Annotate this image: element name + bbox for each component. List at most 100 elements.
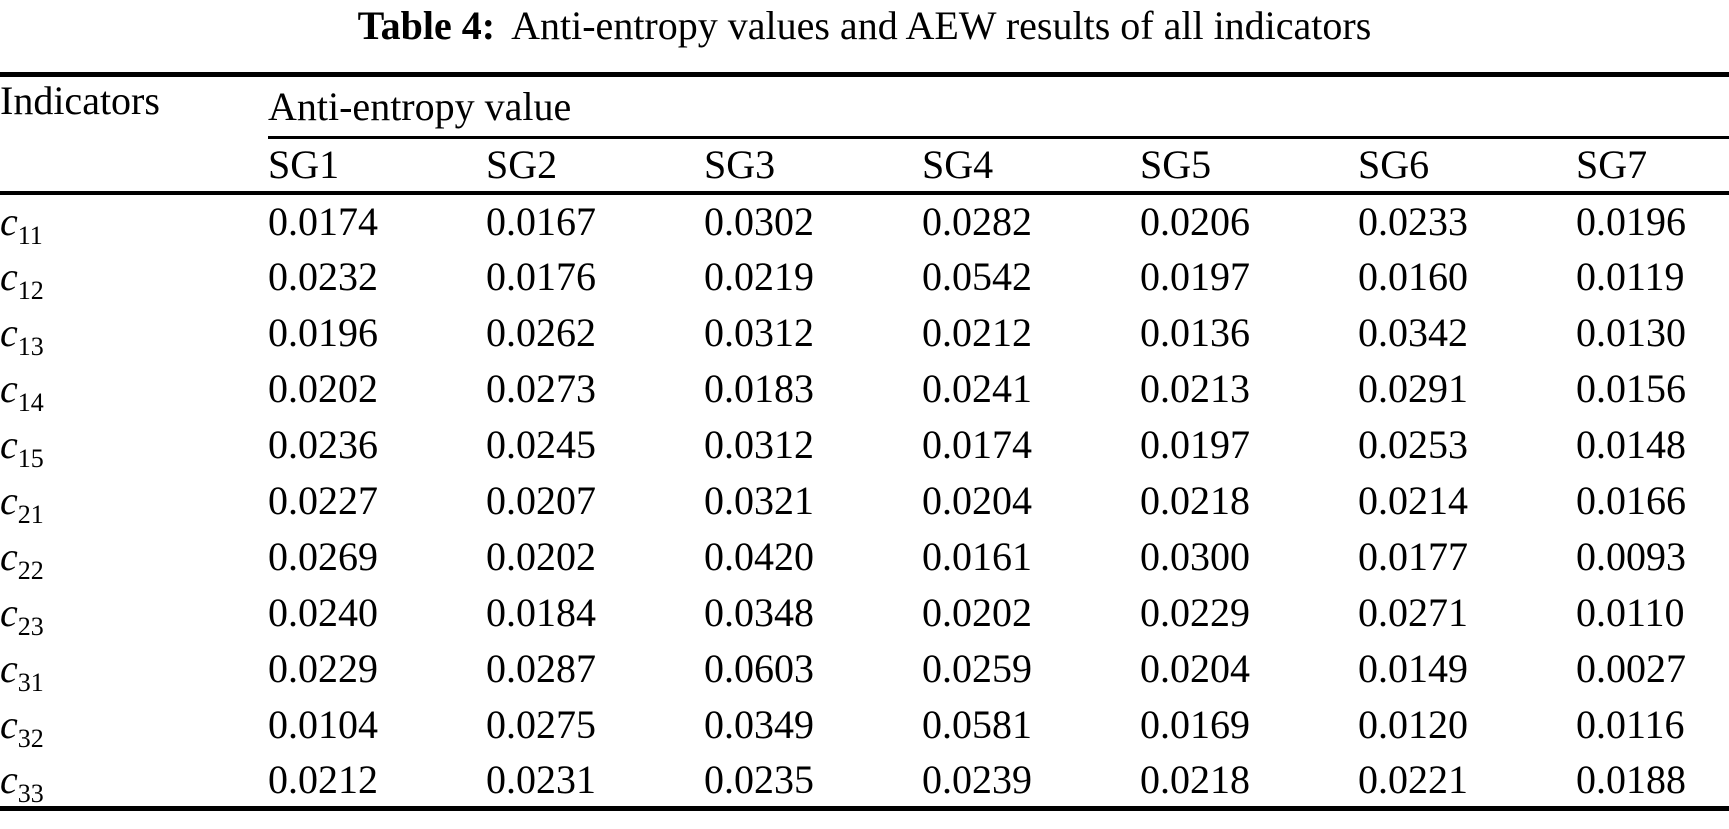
column-header-sg4: SG4 [922,137,1140,195]
value-cell: 0.0287 [486,646,596,691]
table-row: c12 0.0232 0.0176 0.0219 0.0542 0.0197 0… [0,249,1729,305]
value-cell: 0.0177 [1358,534,1468,579]
value-cell: 0.0269 [268,534,378,579]
value-cell: 0.0321 [704,478,814,523]
row-label-base: c [0,702,18,747]
value-cell: 0.0027 [1576,646,1686,691]
column-header-sg1: SG1 [268,137,486,195]
row-label-subscript: 11 [17,221,43,249]
row-label-subscript: 22 [17,556,44,585]
value-cell: 0.0169 [1140,702,1250,747]
value-cell: 0.0183 [704,366,814,411]
table-row: c22 0.0269 0.0202 0.0420 0.0161 0.0300 0… [0,529,1729,585]
value-cell: 0.0188 [1576,756,1686,802]
row-label-base: c [0,422,18,467]
table-row: c32 0.0104 0.0275 0.0349 0.0581 0.0169 0… [0,697,1729,753]
row-label: c12 [0,249,268,305]
value-cell: 0.0202 [486,534,596,579]
value-cell: 0.0420 [704,534,814,579]
value-cell: 0.0236 [268,422,378,467]
value-cell: 0.0253 [1358,422,1468,467]
value-cell: 0.0136 [1140,310,1250,355]
value-cell: 0.0204 [1140,646,1250,691]
value-cell: 0.0196 [268,310,378,355]
anti-entropy-table: Indicators Anti-entropy value SG1 SG2 SG… [0,72,1729,811]
value-cell: 0.0300 [1140,534,1250,579]
value-cell: 0.0241 [922,366,1032,411]
value-cell: 0.0348 [704,590,814,635]
row-label-base: c [0,534,18,579]
value-cell: 0.0282 [922,199,1032,244]
table-row: c14 0.0202 0.0273 0.0183 0.0241 0.0213 0… [0,361,1729,417]
value-cell: 0.0166 [1576,478,1686,523]
table-caption-label: Table 4: [357,3,496,48]
value-cell: 0.0196 [1576,199,1686,244]
row-label: c31 [0,641,268,697]
value-cell: 0.0207 [486,478,596,523]
column-header-sg5: SG5 [1140,137,1358,195]
row-label: c13 [0,305,268,361]
value-cell: 0.0302 [704,199,814,244]
table-body: c11 0.0174 0.0167 0.0302 0.0282 0.0206 0… [0,193,1729,809]
value-cell: 0.0229 [1140,590,1250,635]
row-label-subscript: 15 [17,444,44,473]
row-label-subscript: 23 [17,612,44,641]
value-cell: 0.0213 [1140,366,1250,411]
value-cell: 0.0218 [1140,478,1250,523]
value-cell: 0.0174 [922,422,1032,467]
table-row: c15 0.0236 0.0245 0.0312 0.0174 0.0197 0… [0,417,1729,473]
value-cell: 0.0093 [1576,534,1686,579]
value-cell: 0.0167 [486,199,596,244]
value-cell: 0.0219 [704,254,814,299]
value-cell: 0.0214 [1358,478,1468,523]
value-cell: 0.0542 [922,254,1032,299]
value-cell: 0.0176 [486,254,596,299]
value-cell: 0.0130 [1576,310,1686,355]
value-cell: 0.0273 [486,366,596,411]
value-cell: 0.0148 [1576,422,1686,467]
value-cell: 0.0291 [1358,366,1468,411]
value-cell: 0.0240 [268,590,378,635]
value-cell: 0.0233 [1358,199,1468,244]
value-cell: 0.0232 [268,254,378,299]
row-label: c23 [0,585,268,641]
value-cell: 0.0221 [1358,756,1468,802]
row-label-base: c [0,756,18,802]
row-label: c11 [0,193,268,249]
value-cell: 0.0239 [922,756,1032,802]
value-cell: 0.0342 [1358,310,1468,355]
table-row: c23 0.0240 0.0184 0.0348 0.0202 0.0229 0… [0,585,1729,641]
value-cell: 0.0212 [268,756,378,802]
row-label: c14 [0,361,268,417]
value-cell: 0.0110 [1576,590,1685,635]
row-label: c33 [0,753,268,809]
value-cell: 0.0184 [486,590,596,635]
row-label-subscript: 21 [17,500,44,529]
row-label-base: c [0,646,18,691]
value-cell: 0.0229 [268,646,378,691]
column-header-row: SG1 SG2 SG3 SG4 SG5 SG6 SG7 [0,137,1729,195]
table-caption: Table 4: Anti-entropy values and AEW resu… [0,0,1729,49]
row-label-subscript: 33 [17,778,44,808]
value-cell: 0.0312 [704,422,814,467]
value-cell: 0.0161 [922,534,1032,579]
value-cell: 0.0204 [922,478,1032,523]
row-label-subscript: 13 [17,332,44,361]
value-cell: 0.0119 [1576,254,1685,299]
row-label: c32 [0,697,268,753]
column-header-sg7: SG7 [1576,137,1729,195]
value-cell: 0.0202 [922,590,1032,635]
row-label-base: c [0,366,18,411]
group-header-row: Indicators Anti-entropy value [0,74,1729,195]
value-cell: 0.0275 [486,702,596,747]
table-row: c31 0.0229 0.0287 0.0603 0.0259 0.0204 0… [0,641,1729,697]
value-cell: 0.0202 [268,366,378,411]
row-label-subscript: 31 [17,668,44,697]
value-cell: 0.0149 [1358,646,1468,691]
value-cell: 0.0271 [1358,590,1468,635]
row-label-subscript: 12 [17,276,44,305]
row-label-subscript: 32 [17,724,44,753]
value-cell: 0.0349 [704,702,814,747]
value-cell: 0.0116 [1576,702,1685,747]
